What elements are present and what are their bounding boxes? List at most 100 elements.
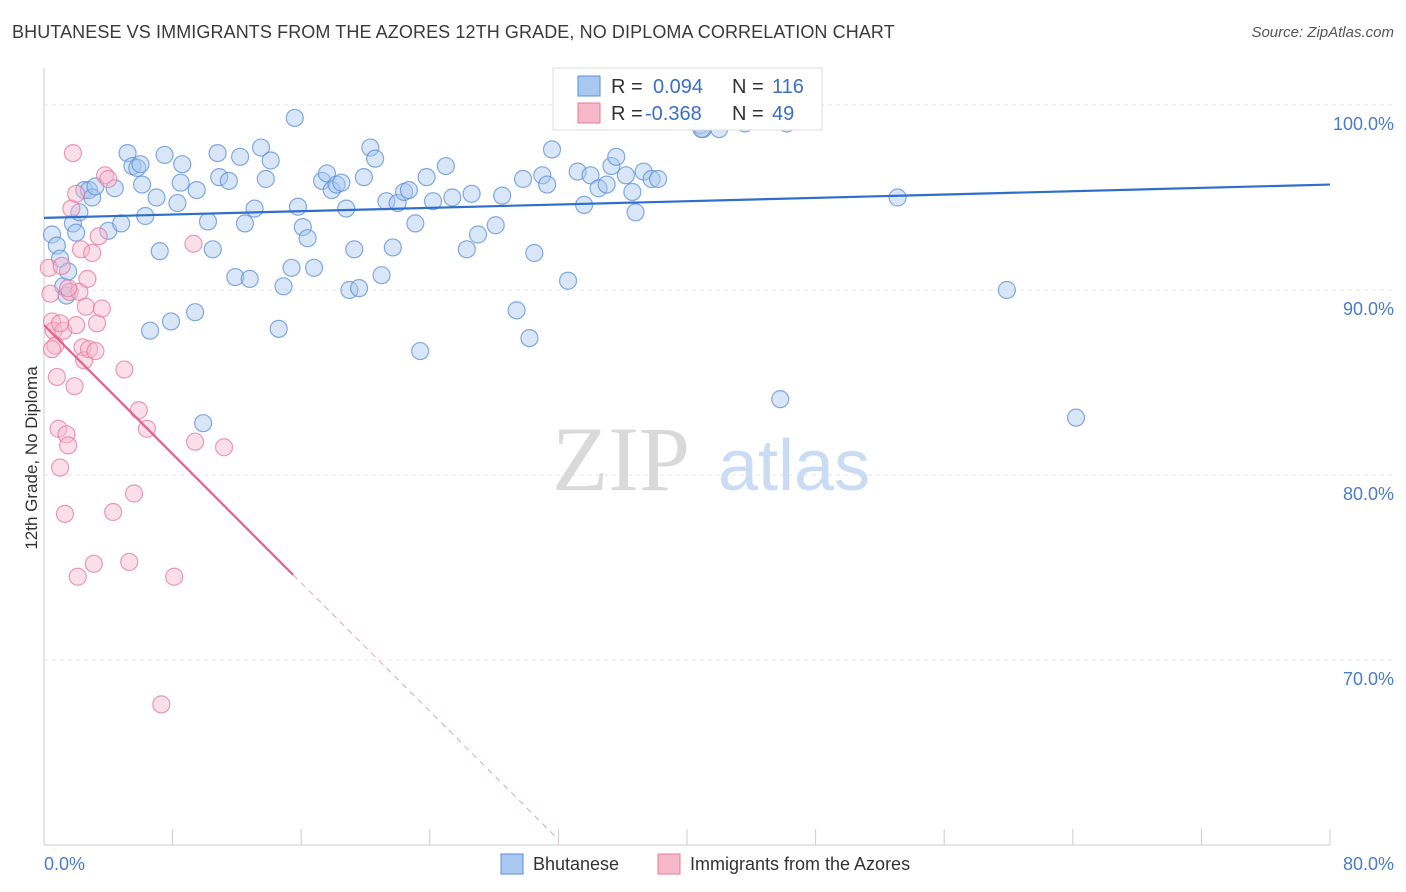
azores-point [47, 367, 66, 387]
bhutanese-point [507, 301, 526, 320]
azores-point [55, 504, 74, 523]
x-tick-label-max: 80.0% [1343, 854, 1394, 874]
bhutanese-point [226, 267, 245, 287]
bhutanese-point [997, 280, 1016, 300]
bhutanese-point [486, 216, 505, 235]
azores-point [92, 299, 111, 318]
bhutanese-point [67, 223, 86, 242]
y-tick-label: 70.0% [1343, 669, 1394, 689]
bhutanese-point [171, 173, 190, 192]
bhutanese-point [462, 184, 481, 203]
azores-point [86, 341, 105, 361]
bhutanese-point [304, 258, 324, 277]
azores-point [104, 502, 123, 522]
bhutanese-point [626, 203, 645, 222]
bhutanese-point [298, 229, 317, 248]
bhutanese-point [542, 140, 562, 159]
bhutanese-point [42, 225, 62, 244]
y-tick-label: 80.0% [1343, 484, 1394, 504]
bhutanese-point [558, 271, 578, 290]
y-axis-labels: 70.0% 80.0% 90.0% 100.0% [1333, 114, 1394, 689]
azores-point [68, 567, 87, 586]
bhutanese-point [538, 175, 557, 194]
azores-point [42, 340, 62, 359]
bhutanese-point [648, 169, 668, 189]
azores-point [83, 243, 102, 263]
bhutanese-point [354, 168, 373, 187]
azores-point [186, 432, 205, 451]
bhutanese-point [194, 414, 213, 433]
bhutanese-point [161, 312, 181, 331]
bhutanese-point [208, 144, 227, 163]
bhutanese-point [285, 108, 304, 128]
bhutanese-point [231, 147, 250, 166]
bhutanese-point [322, 181, 341, 200]
bhutanese-point [219, 171, 238, 190]
azores-point [78, 269, 97, 288]
bhutanese-point [245, 199, 264, 218]
bhutanese-point [423, 192, 443, 211]
bhutanese-point [525, 243, 544, 263]
bhutanese-point [468, 225, 488, 244]
bhutanese-point [1066, 408, 1086, 427]
bhutanese-point [771, 390, 790, 409]
azores-point [65, 377, 84, 396]
legend-swatch-azores [577, 102, 601, 124]
bhutanese-point [332, 173, 351, 192]
legend-n-value-1: 116 [772, 76, 804, 98]
trend-lines [43, 183, 1331, 840]
legend-n-label-2: N = [732, 103, 764, 125]
bhutanese-point [383, 238, 402, 257]
bhutanese-point [173, 155, 192, 174]
bhutanese-point [520, 329, 539, 348]
source-label: Source: ZipAtlas.com [1251, 24, 1394, 41]
x-axis-ticks [43, 829, 1331, 845]
bhutanese-point [293, 218, 312, 237]
azores-point [59, 279, 78, 298]
bottom-legend-label-bhutanese: Bhutanese [533, 854, 619, 874]
bhutanese-point [417, 168, 436, 187]
bhutanese-point [457, 240, 476, 259]
legend-n-value-2: 49 [772, 103, 794, 125]
legend-swatch-bhutanese [577, 75, 601, 97]
legend-r-value-2: -0.368 [645, 103, 702, 125]
bhutanese-points [42, 108, 1086, 433]
bhutanese-point [493, 186, 512, 205]
bhutanese-point [533, 166, 552, 185]
bhutanese-point [349, 279, 369, 298]
azores-point [214, 438, 234, 457]
bhutanese-point [150, 242, 169, 261]
x-tick-label-min: 0.0% [44, 854, 85, 874]
azores-point [41, 284, 60, 303]
azores-point [44, 321, 63, 340]
azores-point [50, 314, 70, 333]
bhutanese-point [888, 188, 907, 207]
bhutanese-point [235, 214, 255, 233]
bhutanese-point [131, 155, 150, 174]
bhutanese-point [366, 149, 385, 168]
bhutanese-point [210, 168, 229, 187]
bhutanese-point [597, 175, 616, 194]
azores-point [76, 297, 95, 316]
bhutanese-point [616, 166, 636, 185]
azores-point [71, 240, 91, 259]
azores-trend-line [43, 324, 294, 576]
bhutanese-point [399, 181, 419, 200]
azores-point [67, 184, 86, 203]
bhutanese-point [581, 166, 600, 185]
y-tick-label: 90.0% [1343, 299, 1394, 319]
bhutanese-point [203, 240, 222, 259]
azores-point [184, 234, 203, 253]
azores-point [124, 484, 144, 503]
bhutanese-point [345, 240, 364, 259]
bhutanese-point [411, 341, 430, 361]
legend-r-label-1: R = [611, 76, 643, 98]
bhutanese-point [186, 303, 205, 322]
bhutanese-point [388, 193, 407, 213]
bhutanese-point [140, 321, 160, 340]
bhutanese-point [372, 266, 391, 285]
bhutanese-point [198, 212, 218, 231]
bhutanese-point [443, 188, 462, 207]
azores-point [50, 458, 70, 477]
